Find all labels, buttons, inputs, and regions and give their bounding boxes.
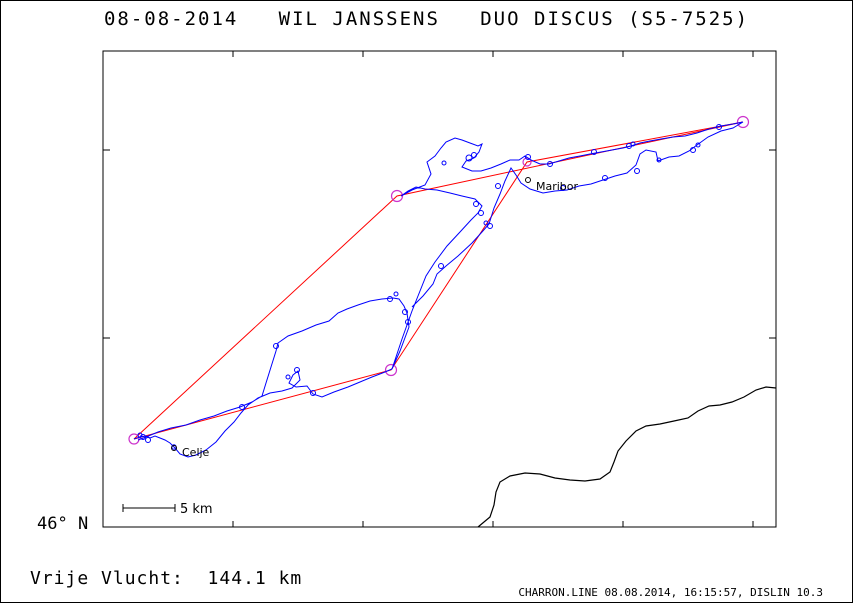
- flight-track: [133, 121, 744, 458]
- turnpoint-2: [736, 115, 750, 129]
- software-credit: CHARRON.LINE 08.08.2014, 16:15:57, DISLI…: [518, 586, 823, 599]
- axis-ticks: [103, 51, 776, 527]
- turnpoint-start: [128, 433, 140, 445]
- scale-bar-label: 5 km: [180, 502, 213, 517]
- turnpoint-4: [384, 363, 398, 377]
- town-celje: Celje: [171, 445, 210, 459]
- map-area: [102, 50, 777, 528]
- country-border: [477, 386, 777, 528]
- latitude-label: 46° N: [37, 514, 89, 534]
- task-route: [133, 121, 744, 440]
- town-celje-label: Celje: [182, 446, 210, 459]
- scale-bar: [122, 504, 176, 512]
- thermal-circles: [137, 124, 722, 450]
- flight-title: 08-08-2014 WIL JANSSENS DUO DISCUS (S5-7…: [103, 8, 750, 30]
- turnpoint-3: [522, 157, 532, 167]
- town-maribor: Maribor: [525, 177, 579, 193]
- turnpoint-1: [390, 189, 404, 203]
- free-flight-distance: Vrije Vlucht: 144.1 km: [30, 568, 303, 589]
- turnpoints: [128, 115, 750, 445]
- town-maribor-label: Maribor: [536, 180, 579, 193]
